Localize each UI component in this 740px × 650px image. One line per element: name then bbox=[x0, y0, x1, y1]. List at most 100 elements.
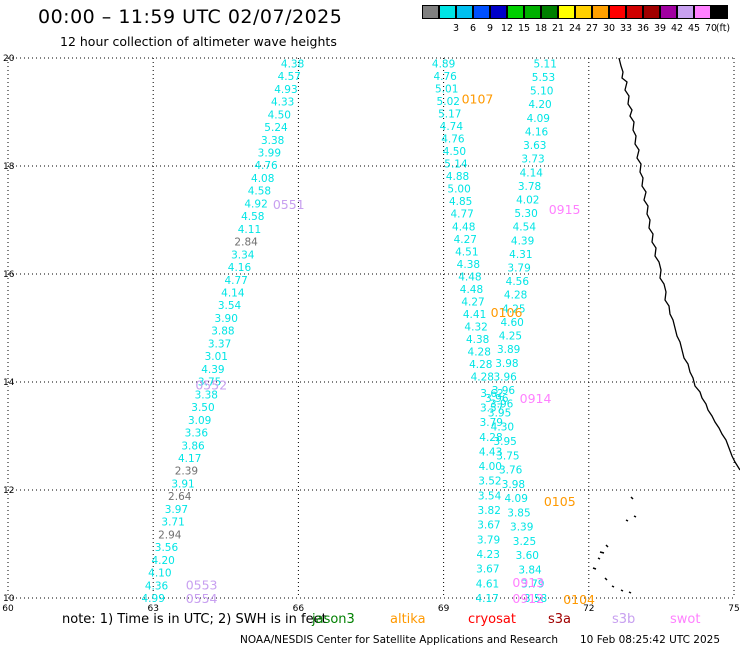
wave-height-value: 3.90 bbox=[215, 313, 238, 325]
wave-height-value: 3.09 bbox=[188, 415, 211, 427]
wave-height-value: 3.95 bbox=[493, 436, 516, 448]
legend-item-jason3: jason3 bbox=[312, 612, 355, 627]
wave-height-value: 5.24 bbox=[264, 122, 288, 134]
color-swatch bbox=[507, 5, 524, 19]
wave-height-value: 3.85 bbox=[507, 507, 530, 519]
wave-height-value: 5.17 bbox=[438, 109, 461, 121]
wave-height-value: 4.93 bbox=[274, 84, 297, 96]
color-swatch bbox=[626, 5, 643, 19]
pass-time-label: 0551 bbox=[273, 197, 305, 212]
wave-height-value: 3.39 bbox=[510, 522, 533, 534]
color-swatch bbox=[575, 5, 592, 19]
pass-time-label: 0914 bbox=[520, 391, 552, 406]
wave-height-value: 4.50 bbox=[443, 146, 466, 158]
pass-time-label: 0107 bbox=[462, 92, 494, 107]
wave-height-value: 4.85 bbox=[449, 196, 472, 208]
legend-item-cryosat: cryosat bbox=[468, 612, 516, 627]
color-swatch bbox=[473, 5, 490, 19]
wave-height-value: 4.51 bbox=[455, 246, 478, 258]
wave-height-value: 3.63 bbox=[523, 140, 546, 152]
wave-height-value: 3.25 bbox=[513, 536, 536, 548]
wave-height-value: 3.79 bbox=[477, 534, 500, 546]
wave-height-value: 4.88 bbox=[446, 171, 469, 183]
wave-height-value: 4.00 bbox=[479, 461, 502, 473]
wave-height-value: 4.14 bbox=[520, 167, 544, 179]
wave-height-value: 4.74 bbox=[440, 121, 464, 133]
wave-height-value: 3.95 bbox=[488, 407, 511, 419]
wave-height-value: 4.30 bbox=[491, 422, 514, 434]
latitude-tick-label: 14 bbox=[3, 378, 15, 388]
wave-height-value: 3.91 bbox=[171, 478, 194, 490]
wave-height-value: 4.76 bbox=[433, 71, 457, 83]
color-scale-label: 42 bbox=[670, 23, 684, 34]
wave-height-value: 3.75 bbox=[496, 450, 519, 462]
coastline bbox=[592, 57, 740, 594]
pass-time-label: 0552 bbox=[195, 378, 227, 393]
wave-height-value: 2.94 bbox=[158, 529, 182, 541]
wave-height-value: 4.25 bbox=[502, 303, 525, 315]
wave-height-value: 4.89 bbox=[432, 58, 455, 70]
color-scale-label: 24 bbox=[568, 23, 582, 34]
wave-height-value: 4.20 bbox=[528, 99, 551, 111]
wave-height-value: 3.98 bbox=[495, 358, 518, 370]
color-scale-label: 39 bbox=[653, 23, 667, 34]
wave-height-value: 4.17 bbox=[178, 453, 201, 465]
wave-height-value: 5.00 bbox=[447, 184, 470, 196]
pass-time-label: 0105 bbox=[544, 494, 576, 509]
wave-height-value: 3.82 bbox=[478, 505, 501, 517]
wave-height-value: 4.28 bbox=[468, 347, 491, 359]
color-swatch bbox=[422, 5, 439, 19]
wave-height-value: 4.28 bbox=[469, 359, 492, 371]
wave-height-value: 4.08 bbox=[251, 173, 274, 185]
pass-time-label: 0915 bbox=[549, 202, 581, 217]
wave-height-value: 3.34 bbox=[231, 249, 255, 261]
wave-height-value: 3.50 bbox=[191, 402, 214, 414]
color-swatch bbox=[558, 5, 575, 19]
latitude-tick-label: 16 bbox=[3, 270, 15, 280]
wave-height-value: 4.33 bbox=[271, 97, 294, 109]
wave-height-value: 3.73 bbox=[521, 154, 544, 166]
wave-height-value: 3.36 bbox=[185, 428, 209, 440]
wave-height-value: 4.58 bbox=[248, 186, 271, 198]
wave-height-value: 4.38 bbox=[466, 334, 489, 346]
wave-height-value: 3.96 bbox=[485, 393, 509, 405]
pass-time-label: 0553 bbox=[186, 578, 218, 593]
longitude-tick-label: 63 bbox=[147, 604, 158, 614]
legend-item-swot: swot bbox=[670, 612, 701, 627]
credit-text: NOAA/NESDIS Center for Satellite Applica… bbox=[240, 634, 558, 646]
coastline-path bbox=[618, 57, 740, 471]
wave-height-value: 4.36 bbox=[145, 580, 169, 592]
color-swatch bbox=[541, 5, 558, 19]
legend-item-s3b: s3b bbox=[612, 612, 636, 627]
pass-time-label: 0912 bbox=[512, 591, 544, 606]
wave-height-value: 4.17 bbox=[475, 593, 498, 605]
color-swatch bbox=[694, 5, 711, 19]
wave-height-value: 3.37 bbox=[208, 338, 231, 350]
wave-height-value: 3.60 bbox=[516, 550, 539, 562]
longitude-tick-label: 75 bbox=[728, 604, 739, 614]
note-text: note: 1) Time is in UTC; 2) SWH is in fe… bbox=[62, 612, 327, 627]
color-swatch bbox=[456, 5, 473, 19]
pass-time-label: 0554 bbox=[186, 591, 218, 606]
wave-height-value: 3.96 bbox=[490, 399, 514, 411]
wave-height-value: 4.32 bbox=[464, 321, 487, 333]
wave-height-value: 4.48 bbox=[452, 221, 475, 233]
wave-height-value: 4.60 bbox=[500, 317, 523, 329]
wave-height-value: 3.58 bbox=[524, 593, 547, 605]
wave-height-value: 4.25 bbox=[499, 331, 522, 343]
wave-height-value: 4.56 bbox=[506, 276, 530, 288]
wave-height-value: 4.10 bbox=[148, 568, 171, 580]
wave-height-value: 2.84 bbox=[234, 237, 258, 249]
wave-height-value: 4.39 bbox=[201, 364, 224, 376]
wave-height-value: 4.16 bbox=[228, 262, 252, 274]
latitude-tick-label: 12 bbox=[3, 486, 14, 496]
wave-height-value: 4.27 bbox=[461, 296, 484, 308]
wave-height-value: 3.86 bbox=[181, 440, 205, 452]
wave-height-value: 4.77 bbox=[224, 275, 247, 287]
color-scale-label: 45 bbox=[687, 23, 701, 34]
color-scale-label: 6 bbox=[469, 23, 477, 34]
wave-height-value: 4.20 bbox=[151, 555, 174, 567]
wave-height-value: 3.84 bbox=[518, 564, 542, 576]
wave-height-value: 5.14 bbox=[444, 159, 468, 171]
